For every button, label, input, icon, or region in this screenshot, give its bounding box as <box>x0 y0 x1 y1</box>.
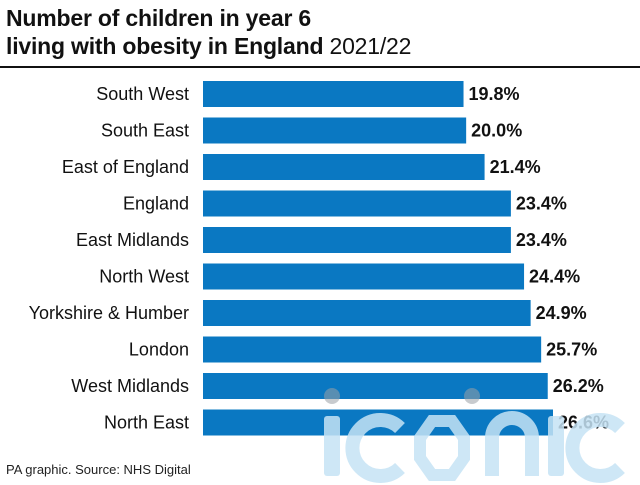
category-label-7: London <box>129 340 189 360</box>
value-label-7: 25.7% <box>546 340 597 360</box>
title-year: 2021/22 <box>329 33 412 59</box>
category-label-3: England <box>123 194 189 214</box>
bar-0 <box>203 81 464 107</box>
bar-5 <box>203 263 525 290</box>
category-label-1: South East <box>101 121 189 141</box>
category-label-9: North East <box>104 413 189 433</box>
bar-4 <box>203 227 511 253</box>
value-label-4: 23.4% <box>516 230 567 250</box>
category-label-0: South West <box>96 84 189 104</box>
bar-chart: South West 19.8% South East 20.0% East of En… <box>29 81 609 436</box>
bar-9 <box>203 409 553 436</box>
bar-8 <box>203 373 548 399</box>
category-label-8: West Midlands <box>71 376 189 396</box>
value-label-0: 19.8% <box>469 84 520 104</box>
category-label-5: North West <box>99 267 189 287</box>
bar-7 <box>203 336 542 363</box>
value-label-2: 21.4% <box>490 157 541 177</box>
value-label-9: 26.6% <box>558 413 609 433</box>
title-line-2-bold: living with obesity in England <box>6 33 324 59</box>
category-label-4: East Midlands <box>76 230 189 250</box>
value-label-1: 20.0% <box>471 121 522 141</box>
chart-title: Number of children in year 6 living with… <box>6 4 411 60</box>
category-label-2: East of England <box>62 157 189 177</box>
category-label-6: Yorkshire & Humber <box>29 303 189 323</box>
value-label-8: 26.2% <box>553 376 604 396</box>
bar-1 <box>203 117 467 144</box>
bar-3 <box>203 190 511 217</box>
value-label-6: 24.9% <box>536 303 587 323</box>
value-label-5: 24.4% <box>529 267 580 287</box>
title-divider <box>0 66 640 68</box>
source-note: PA graphic. Source: NHS Digital <box>6 462 191 477</box>
bar-6 <box>203 300 531 326</box>
title-line-1: Number of children in year 6 <box>6 5 311 31</box>
bar-2 <box>203 154 485 180</box>
value-label-3: 23.4% <box>516 194 567 214</box>
title-line-2: living with obesity in England 2021/22 <box>6 32 411 60</box>
